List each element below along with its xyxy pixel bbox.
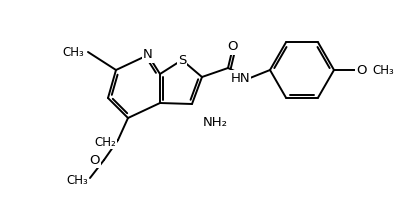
Text: N: N <box>143 49 153 61</box>
Text: O: O <box>356 64 366 77</box>
Text: NH₂: NH₂ <box>203 115 228 128</box>
Text: HN: HN <box>230 71 250 84</box>
Text: O: O <box>228 41 238 54</box>
Text: CH₂: CH₂ <box>94 135 116 148</box>
Text: S: S <box>178 54 186 66</box>
Text: CH₃: CH₃ <box>62 46 84 59</box>
Text: CH₃: CH₃ <box>372 64 394 77</box>
Text: CH₃: CH₃ <box>66 174 88 186</box>
Text: O: O <box>90 153 100 166</box>
